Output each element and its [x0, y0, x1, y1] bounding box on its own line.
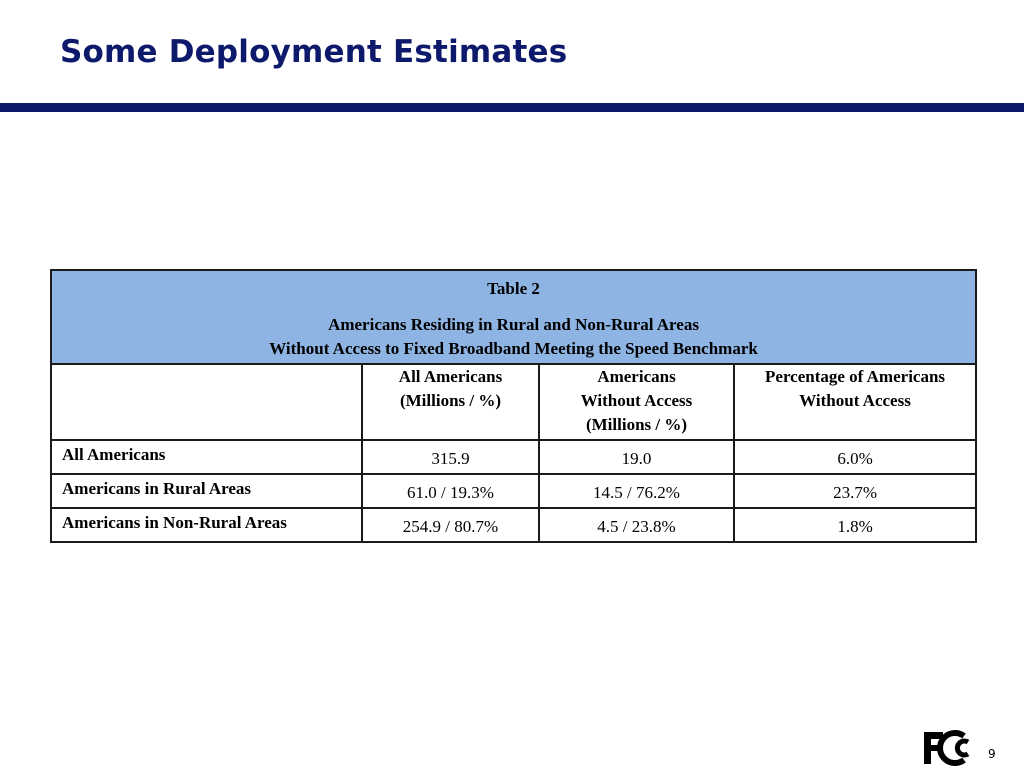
header-line: Without Access	[580, 391, 693, 410]
table-row: Americans in Rural Areas 61.0 / 19.3% 14…	[50, 473, 978, 509]
table-row: All Americans 315.9 19.0 6.0%	[50, 439, 978, 475]
cell-percentage: 23.7%	[732, 473, 978, 509]
cell-without-access: 19.0	[538, 439, 735, 475]
cell-without-access: 14.5 / 76.2%	[538, 473, 735, 509]
column-header-without-access: Americans Without Access (Millions / %)	[538, 363, 735, 441]
table-caption: Table 2 Americans Residing in Rural and …	[49, 269, 978, 365]
header-line: Americans	[597, 367, 676, 386]
cell-all-americans: 315.9	[361, 439, 540, 475]
cell-percentage: 1.8%	[732, 507, 978, 543]
column-header-percentage: Percentage of Americans Without Access	[732, 363, 978, 441]
table-number: Table 2	[487, 279, 540, 298]
slide-title: Some Deployment Estimates	[60, 34, 568, 70]
cell-without-access: 4.5 / 23.8%	[538, 507, 735, 543]
cell-all-americans: 61.0 / 19.3%	[361, 473, 540, 509]
column-header-blank	[50, 363, 363, 441]
header-line: Without Access	[799, 391, 911, 410]
header-line: All Americans	[398, 367, 503, 386]
column-header-all-americans: All Americans (Millions / %)	[361, 363, 540, 441]
fcc-logo	[924, 730, 970, 766]
broadband-table-container: Table 2 Americans Residing in Rural and …	[49, 269, 978, 543]
header-line: (Millions / %)	[399, 391, 502, 410]
header-line: (Millions / %)	[585, 415, 688, 434]
table-caption-row: Table 2 Americans Residing in Rural and …	[49, 269, 978, 365]
title-divider	[0, 103, 1024, 112]
header-line: Percentage of Americans	[765, 367, 946, 386]
column-header-row: All Americans (Millions / %) Americans W…	[50, 363, 978, 441]
table-row: Americans in Non-Rural Areas 254.9 / 80.…	[50, 507, 978, 543]
cell-percentage: 6.0%	[732, 439, 978, 475]
row-label: All Americans	[50, 439, 363, 475]
row-label: Americans in Rural Areas	[50, 473, 363, 509]
broadband-access-table: Table 2 Americans Residing in Rural and …	[49, 269, 978, 543]
table-caption-line-1: Americans Residing in Rural and Non-Rura…	[328, 315, 699, 334]
cell-all-americans: 254.9 / 80.7%	[361, 507, 540, 543]
table-caption-line-2: Without Access to Fixed Broadband Meetin…	[269, 339, 758, 358]
row-label: Americans in Non-Rural Areas	[50, 507, 363, 543]
page-number: 9	[988, 747, 996, 761]
